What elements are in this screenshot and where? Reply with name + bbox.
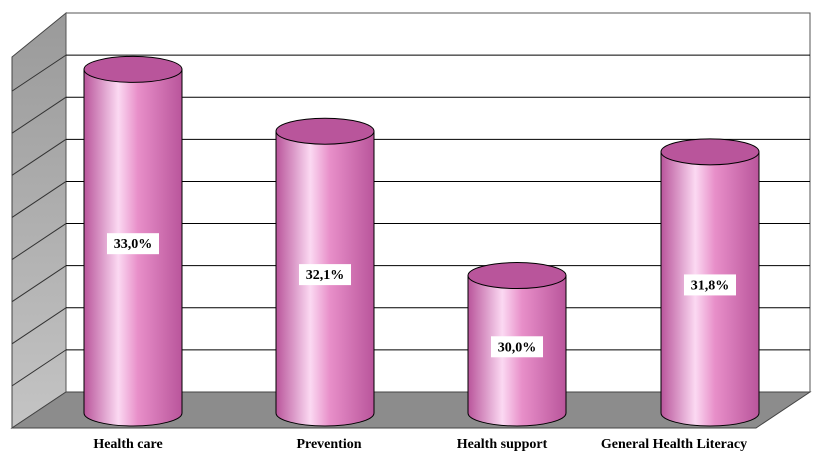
bar-top — [467, 262, 567, 290]
bar-top — [275, 117, 375, 145]
data-label-text: 31,8% — [691, 278, 730, 293]
data-label: 33,0% — [107, 233, 159, 255]
chart-side-wall — [11, 11, 67, 429]
data-label-box — [684, 274, 736, 296]
side-gridline — [11, 265, 67, 303]
data-label: 30,0% — [491, 336, 543, 358]
side-gridline — [11, 307, 67, 345]
x-tick-label: Health support — [457, 437, 548, 452]
side-gridline — [11, 181, 67, 218]
x-tick-label: Health care — [93, 437, 162, 452]
x-tick-label: General Health Literacy — [601, 437, 747, 452]
data-label-box — [299, 264, 351, 286]
data-label-box — [107, 233, 159, 255]
data-labels: 33,0% 32,1% 30,0% 31,8% — [107, 233, 736, 358]
x-axis: Health care Prevention Health support Gener… — [93, 437, 747, 452]
bar-top — [83, 55, 183, 83]
side-gridline — [11, 349, 67, 387]
x-tick-label: Prevention — [296, 437, 361, 452]
data-label-text: 32,1% — [306, 268, 345, 283]
side-gridline — [11, 138, 67, 176]
data-label-text: 30,0% — [498, 340, 537, 355]
data-label: 32,1% — [299, 264, 351, 286]
data-label: 31,8% — [684, 274, 736, 296]
side-gridline — [11, 96, 67, 134]
data-label-box — [491, 336, 543, 358]
bar-top — [660, 138, 760, 166]
side-gridline — [11, 223, 67, 260]
data-label-text: 33,0% — [114, 237, 153, 252]
side-gridline — [11, 54, 67, 92]
chart-floor — [10, 391, 812, 429]
